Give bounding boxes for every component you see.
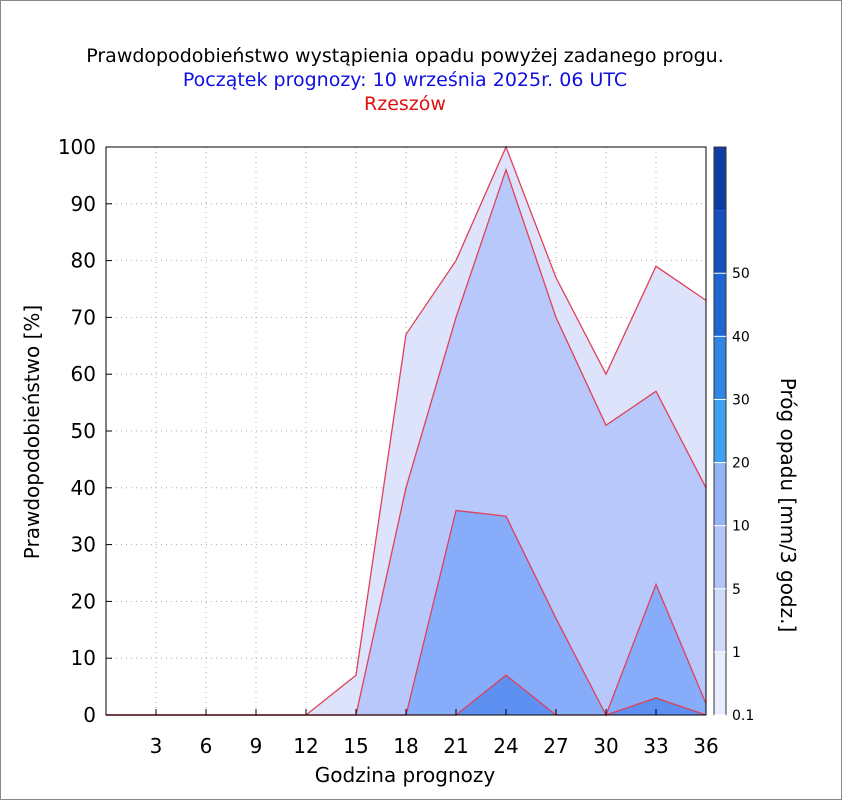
area-threshold-5 — [106, 510, 706, 715]
colorbar-segment — [714, 147, 726, 211]
colorbar-segment — [714, 210, 726, 274]
y-axis-ticks: 0 10 20 30 40 50 60 70 80 90 100 — [58, 135, 112, 727]
x-axis-ticks: 3 6 9 12 15 18 21 24 27 30 33 36 — [150, 709, 719, 758]
colorbar-segment — [714, 588, 726, 652]
colorbar-label-value: 20 — [732, 456, 750, 472]
chart-subtitle: Początek prognozy: 10 września 2025r. 06… — [183, 69, 627, 91]
x-tick-label: 6 — [200, 734, 213, 758]
x-tick-label: 12 — [293, 734, 318, 758]
y-tick-label: 80 — [71, 249, 96, 273]
probability-areas — [106, 147, 706, 716]
y-tick-label: 100 — [58, 135, 96, 159]
x-tick-label: 27 — [543, 734, 568, 758]
y-tick-label: 20 — [71, 589, 96, 613]
chart-title: Prawdopodobieństwo wystąpienia opadu pow… — [86, 45, 724, 67]
y-tick-label: 10 — [71, 646, 96, 670]
y-tick-label: 60 — [71, 362, 96, 386]
x-tick-label: 21 — [443, 734, 468, 758]
y-tick-label: 0 — [83, 703, 96, 727]
chart-location: Rzeszów — [364, 93, 446, 115]
x-tick-label: 15 — [343, 734, 368, 758]
x-axis-label: Godzina prognozy — [315, 763, 496, 787]
x-tick-label: 3 — [150, 734, 163, 758]
x-tick-label: 9 — [250, 734, 263, 758]
colorbar-label-value: 0.1 — [732, 708, 754, 724]
colorbar-label-value: 30 — [732, 392, 750, 408]
y-tick-label: 70 — [71, 305, 96, 329]
y-tick-label: 30 — [71, 533, 96, 557]
area-threshold-1 — [106, 169, 706, 716]
x-tick-label: 30 — [593, 734, 618, 758]
colorbar-segment — [714, 462, 726, 526]
colorbar-segment — [714, 273, 726, 337]
colorbar-label-value: 40 — [732, 329, 750, 345]
colorbar: 0.1 1 5 10 20 30 40 50 — [713, 146, 754, 724]
colorbar-label-value: 50 — [732, 266, 750, 282]
x-tick-label: 33 — [643, 734, 668, 758]
colorbar-label-value: 5 — [732, 582, 741, 598]
y-tick-label: 40 — [71, 476, 96, 500]
colorbar-segment — [714, 336, 726, 400]
x-tick-label: 24 — [493, 734, 518, 758]
y-tick-label: 50 — [71, 419, 96, 443]
colorbar-segment — [714, 525, 726, 589]
colorbar-label-value: 10 — [732, 519, 750, 535]
colorbar-segment — [714, 651, 726, 715]
area-threshold-10 — [106, 675, 706, 715]
colorbar-segment — [714, 399, 726, 463]
y-tick-label: 90 — [71, 192, 96, 216]
colorbar-label-value: 1 — [732, 645, 741, 661]
y-axis-label: Prawdopodobieństwo [%] — [20, 305, 44, 559]
x-tick-label: 18 — [393, 734, 418, 758]
colorbar-label: Próg opadu [mm/3 godz.] — [776, 378, 800, 633]
x-tick-label: 36 — [693, 734, 718, 758]
